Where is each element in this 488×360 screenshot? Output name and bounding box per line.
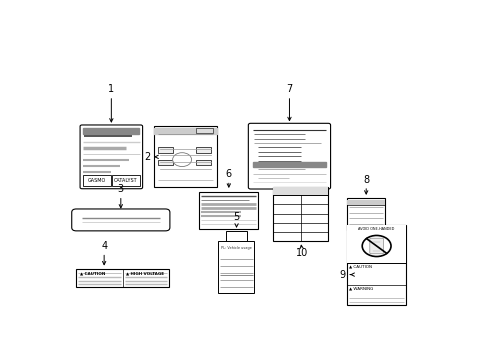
FancyBboxPatch shape <box>369 238 383 254</box>
Bar <box>195 147 210 153</box>
Bar <box>83 175 110 186</box>
Text: 6: 6 <box>225 169 231 179</box>
FancyBboxPatch shape <box>72 209 169 231</box>
Text: 9: 9 <box>339 270 345 280</box>
Bar <box>273 187 327 242</box>
Bar <box>158 159 173 165</box>
Text: 1: 1 <box>108 85 114 94</box>
FancyBboxPatch shape <box>248 123 330 189</box>
Text: 2: 2 <box>143 152 150 162</box>
Bar <box>218 242 254 293</box>
Circle shape <box>362 235 390 257</box>
Text: 3: 3 <box>118 184 123 194</box>
Bar <box>199 192 258 229</box>
Bar <box>346 199 385 204</box>
Bar <box>112 175 139 186</box>
Bar <box>154 126 216 187</box>
Text: GASMO: GASMO <box>87 178 105 183</box>
Text: ▲ HIGH VOLTAGE: ▲ HIGH VOLTAGE <box>126 271 164 276</box>
Text: 8: 8 <box>363 175 368 185</box>
Text: ▲ WARNING: ▲ WARNING <box>348 287 373 291</box>
Bar <box>346 225 405 264</box>
Bar <box>346 225 405 305</box>
Text: 10: 10 <box>295 248 307 258</box>
Bar <box>76 269 169 287</box>
Bar <box>346 198 385 230</box>
Bar <box>195 128 212 133</box>
FancyBboxPatch shape <box>80 125 142 189</box>
Text: 5: 5 <box>233 212 239 222</box>
Text: CATALYST: CATALYST <box>114 178 138 183</box>
Bar <box>195 159 210 165</box>
Bar <box>83 128 139 134</box>
Bar <box>273 187 327 195</box>
Text: PL: Vehicle usage: PL: Vehicle usage <box>221 246 251 249</box>
Bar <box>154 128 216 134</box>
Bar <box>252 162 326 167</box>
Text: 7: 7 <box>286 85 292 94</box>
Text: ▲ CAUTION: ▲ CAUTION <box>80 271 105 276</box>
Text: 4: 4 <box>101 241 107 251</box>
Text: ▲ CAUTION: ▲ CAUTION <box>348 265 371 269</box>
Text: AVOID ONE-HANDED: AVOID ONE-HANDED <box>358 227 394 231</box>
Bar <box>225 231 246 242</box>
Circle shape <box>172 153 191 167</box>
Bar <box>158 147 173 153</box>
